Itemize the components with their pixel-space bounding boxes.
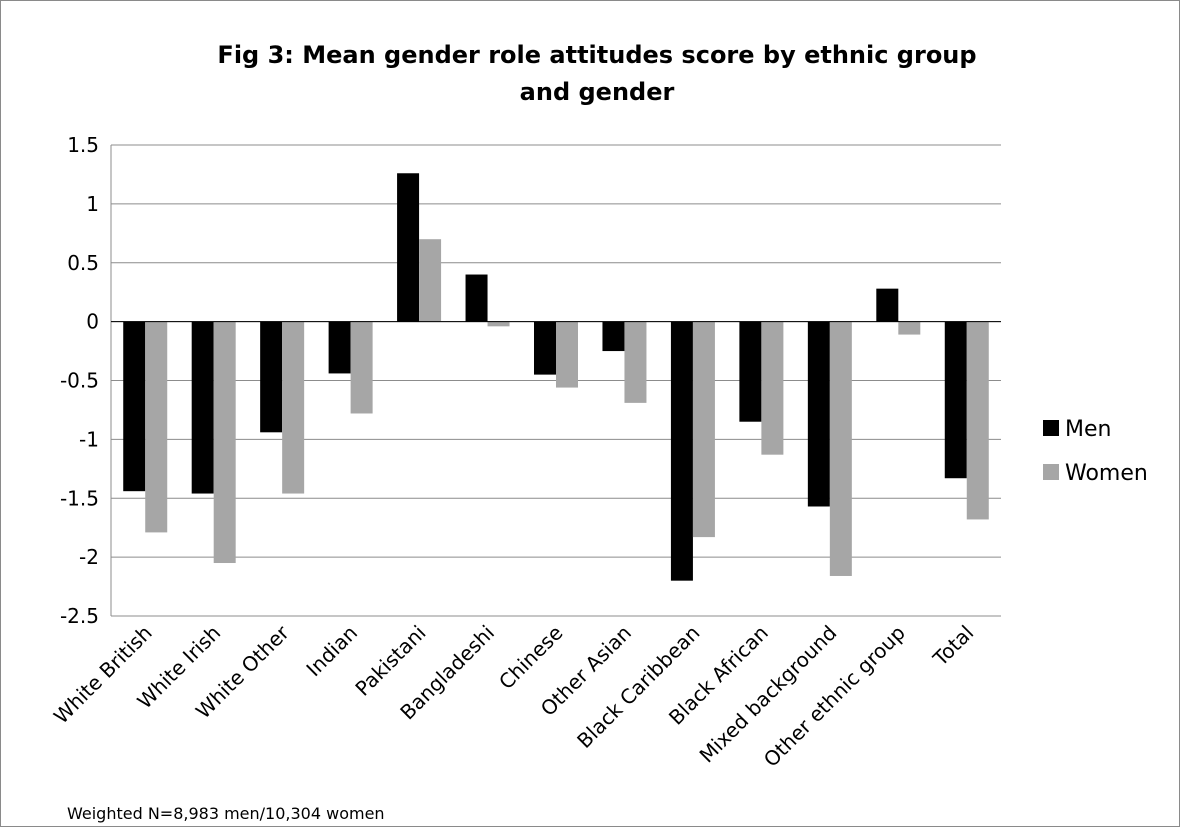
- bar-men-0: [123, 321, 146, 492]
- bar-men-4: [397, 173, 420, 322]
- x-category-label: Black Caribbean: [572, 621, 704, 753]
- bar-women-9: [761, 321, 784, 455]
- y-axis-ticks: 1.5 1 0.5 0 -0.5 -1 -1.5 -2 -2.5: [60, 133, 99, 628]
- bars: [123, 173, 989, 581]
- legend-label-men: Men: [1065, 417, 1111, 442]
- chart-title-line-2: and gender: [520, 78, 675, 106]
- bar-men-5: [465, 274, 488, 322]
- y-tick-label: -2.5: [60, 604, 99, 628]
- bar-men-12: [944, 321, 967, 479]
- bar-men-10: [807, 321, 830, 507]
- bar-women-8: [692, 321, 715, 538]
- y-tick-label: -2: [79, 545, 99, 569]
- bar-men-2: [260, 321, 283, 433]
- x-category-label: Indian: [302, 621, 363, 682]
- y-tick-label: -1.5: [60, 486, 99, 510]
- y-tick-label: 1: [86, 192, 99, 216]
- sample-size-note: Weighted N=8,983 men/10,304 women: [67, 804, 385, 823]
- bar-women-6: [556, 321, 578, 388]
- x-category-label: White British: [49, 621, 157, 729]
- bar-women-2: [282, 321, 305, 494]
- bar-men-6: [534, 321, 556, 375]
- x-category-label: Total: [928, 621, 979, 672]
- chart-title-line-1: Fig 3: Mean gender role attitudes score …: [217, 41, 976, 69]
- bar-men-1: [191, 321, 214, 494]
- bar-women-12: [966, 321, 989, 520]
- bar-women-0: [145, 321, 168, 533]
- bar-men-8: [670, 321, 693, 581]
- bar-women-4: [419, 239, 442, 322]
- bar-women-5: [487, 321, 510, 327]
- bar-men-9: [739, 321, 762, 422]
- y-tick-label: 0: [86, 310, 99, 334]
- bar-women-11: [898, 321, 921, 335]
- bar-women-10: [829, 321, 852, 576]
- legend-swatch-women: [1043, 464, 1059, 480]
- bar-women-1: [213, 321, 236, 564]
- bar-men-11: [876, 288, 899, 322]
- bar-men-7: [602, 321, 625, 352]
- y-tick-label: 1.5: [67, 133, 99, 157]
- legend-label-women: Women: [1065, 461, 1148, 486]
- y-tick-label: 0.5: [67, 251, 99, 275]
- legend-swatch-men: [1043, 420, 1059, 436]
- y-tick-label: -1: [79, 427, 99, 451]
- legend: Men Women: [1043, 417, 1148, 486]
- y-tick-label: -0.5: [60, 369, 99, 393]
- bar-women-7: [624, 321, 647, 403]
- bar-women-3: [350, 321, 373, 414]
- bar-men-3: [328, 321, 351, 374]
